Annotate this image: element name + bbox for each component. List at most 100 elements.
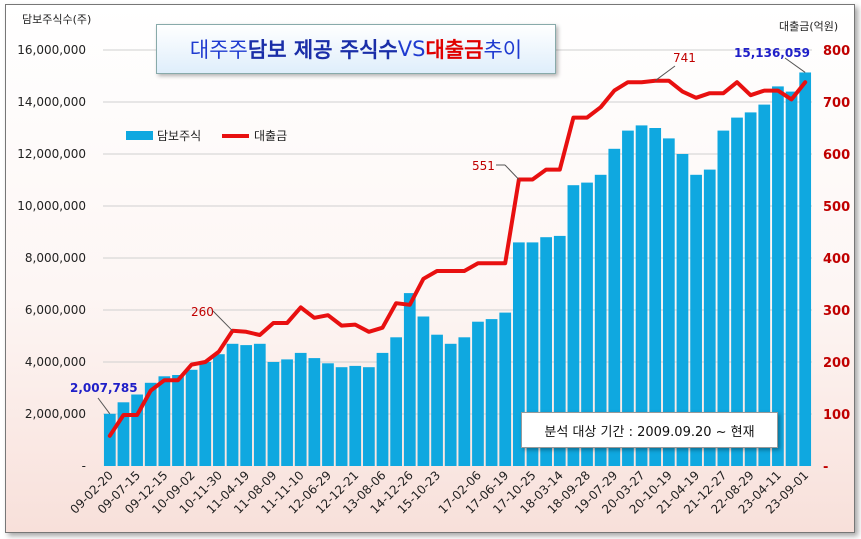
annotations: 2,007,785 15,136,059 260 551 741 (70, 46, 810, 415)
stock-bar (199, 362, 212, 466)
y-left-tick-label: 2,000,000 (25, 407, 86, 421)
y-axis-left: - 2,000,000 4,000,000 6,000,000 8,000,000 10,… (17, 43, 86, 473)
stock-bar (144, 382, 157, 466)
stock-bar (799, 72, 812, 466)
y-left-tick-label: 10,000,000 (17, 199, 86, 213)
stock-bar (240, 345, 253, 466)
stock-bar (690, 174, 702, 467)
stock-bar (703, 169, 716, 466)
stock-bar (594, 174, 607, 467)
stock-bar (635, 125, 648, 467)
annotation-leader (784, 57, 806, 73)
stock-bar (472, 321, 484, 466)
annotation-leader (654, 65, 676, 82)
annotation-loan-551: 551 (472, 159, 495, 173)
stock-bar (553, 235, 566, 466)
stock-bar (117, 402, 130, 466)
y-left-tick-label: - (82, 459, 86, 473)
stock-bar (158, 376, 171, 466)
bar-series (103, 72, 812, 467)
stock-bar (431, 334, 443, 466)
stock-bar (417, 316, 430, 466)
y-right-tick-label: - (823, 460, 828, 475)
stock-bar (390, 337, 403, 466)
title-part-1: 대주주 (189, 38, 248, 62)
stock-bar (485, 319, 498, 466)
stock-bar (281, 359, 293, 466)
stock-bar (581, 182, 593, 466)
stock-bar (717, 130, 730, 466)
stock-bar (131, 394, 143, 466)
y-right-tick-label: 400 (823, 252, 850, 267)
y-left-tick-label: 8,000,000 (25, 251, 86, 265)
chart-title: 대주주 담보 제공 주식수 VS 대출금 추이 (156, 24, 556, 74)
stock-bar (376, 352, 389, 466)
stock-bar (458, 337, 471, 466)
y-left-axis-title: 담보주식수(주) (22, 13, 91, 26)
stock-bar (213, 354, 225, 466)
x-axis: 09-02-2009-07-1509-12-1510-09-0210-11-30… (68, 468, 812, 516)
stock-bar (649, 128, 662, 466)
y-left-tick-label: 16,000,000 (17, 43, 86, 57)
stock-bar (349, 365, 362, 466)
y-axis-right: - 100 200 300 400 500 600 700 800 (823, 44, 850, 475)
legend-label-loan: 대출금 (254, 129, 287, 143)
stock-bar (567, 185, 580, 466)
y-left-tick-label: 14,000,000 (17, 95, 86, 109)
stock-bar (608, 148, 621, 467)
y-right-tick-label: 100 (823, 408, 850, 423)
legend: 담보주식 대출금 (126, 129, 287, 143)
y-right-tick-label: 500 (823, 200, 850, 215)
stock-bar (758, 104, 771, 466)
stock-bar (172, 375, 184, 466)
stock-bar (744, 112, 757, 467)
annotation-leader (504, 164, 520, 180)
annotation-last-stock: 15,136,059 (734, 46, 810, 60)
annotation-leader (97, 397, 111, 415)
stock-bar (622, 130, 634, 466)
stock-bar (662, 138, 675, 466)
stock-bar (540, 237, 552, 466)
y-left-tick-label: 12,000,000 (17, 147, 86, 161)
y-right-tick-label: 200 (823, 356, 850, 371)
line-series (107, 78, 808, 438)
stock-bar (676, 154, 689, 466)
y-right-tick-label: 800 (823, 44, 850, 59)
y-left-tick-label: 6,000,000 (25, 303, 86, 317)
stock-bar (403, 293, 416, 466)
stock-bar (363, 367, 375, 466)
title-part-2: 담보 제공 주식수 (247, 38, 398, 62)
stock-bar (103, 413, 116, 466)
y-right-tick-label: 600 (823, 148, 850, 163)
annotation-leader (212, 310, 233, 332)
stock-bar (772, 86, 784, 467)
y-right-tick-label: 300 (823, 304, 850, 319)
stock-bar (226, 343, 239, 466)
annotation-first-stock: 2,007,785 (70, 381, 138, 395)
stock-bar (444, 343, 457, 466)
y-left-tick-label: 4,000,000 (25, 355, 86, 369)
legend-bar-swatch (126, 131, 153, 140)
loan-line (107, 78, 808, 438)
title-part-4: 대출금 (425, 38, 484, 62)
y-right-tick-label: 700 (823, 96, 850, 111)
title-part-5: 추이 (483, 38, 523, 62)
stock-bar (308, 358, 321, 466)
stock-bar (185, 369, 198, 466)
stock-bar (253, 343, 266, 466)
stock-bar (785, 91, 798, 466)
stock-bar (499, 312, 512, 466)
annotation-loan-741: 741 (673, 51, 696, 65)
stock-bar (526, 242, 539, 466)
stock-bar (335, 367, 348, 466)
stock-bar (322, 363, 334, 466)
period-note: 분석 대상 기간 : 2009.09.20 ~ 현재 (521, 412, 778, 448)
title-part-3: VS (397, 37, 426, 61)
stock-bar (294, 352, 307, 466)
stock-bar (731, 117, 743, 466)
stock-bar (512, 242, 525, 466)
stock-bar (267, 362, 280, 466)
legend-label-stock: 담보주식 (157, 129, 201, 143)
y-right-axis-title: 대출금(억원) (779, 20, 838, 33)
